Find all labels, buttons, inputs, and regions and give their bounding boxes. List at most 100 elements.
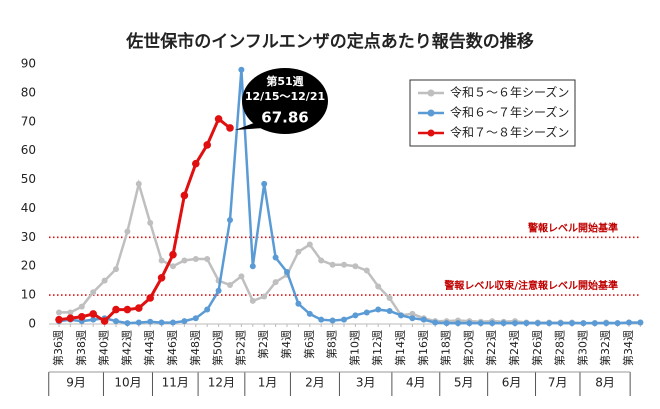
x-tick-label: 第4週 [279, 330, 293, 359]
y-tick-label: 50 [21, 172, 36, 186]
data-point [169, 250, 177, 259]
x-tick-label: 第26週 [530, 330, 544, 366]
data-point [147, 219, 154, 226]
data-point [135, 180, 142, 187]
data-point [203, 141, 211, 149]
data-point [101, 277, 108, 284]
x-tick-label: 第30週 [575, 330, 589, 366]
month-label: 12月 [208, 376, 235, 390]
data-label: 67.86 [261, 109, 308, 127]
y-tick-label: 80 [21, 85, 36, 99]
data-point [181, 257, 188, 264]
x-tick-label: 第14週 [393, 330, 407, 366]
data-point [546, 320, 553, 327]
data-point [192, 315, 199, 322]
data-point [591, 320, 598, 327]
data-point [67, 309, 74, 316]
reference-label: 警報レベル開始基準 [527, 221, 618, 234]
data-point [249, 297, 256, 304]
data-point [398, 312, 404, 319]
data-point [329, 317, 336, 324]
data-point [295, 248, 302, 255]
legend-label: 令和７～８年シーズン [450, 125, 569, 140]
x-tick-label: 第36週 [51, 330, 65, 366]
month-label: 8月 [595, 376, 615, 390]
legend-marker [427, 89, 435, 97]
month-label: 9月 [66, 376, 86, 390]
data-point [341, 261, 347, 268]
x-tick-label: 第28週 [553, 330, 567, 366]
data-point [375, 306, 382, 313]
data-point [147, 318, 154, 325]
data-point [78, 303, 85, 310]
data-point [78, 312, 86, 321]
data-point [124, 320, 131, 327]
data-point [135, 304, 143, 312]
data-point [238, 66, 245, 73]
legend-marker [427, 109, 435, 117]
y-tick-label: 40 [21, 201, 36, 215]
data-point [170, 319, 176, 326]
data-point [580, 320, 587, 327]
data-point [614, 320, 621, 327]
data-point [386, 295, 393, 301]
data-point [146, 294, 154, 302]
series-line [58, 116, 231, 324]
data-point [637, 319, 644, 326]
data-point [386, 308, 393, 314]
x-tick-label: 第44週 [142, 330, 156, 366]
data-point [352, 263, 359, 270]
data-point [180, 191, 189, 200]
x-tick-label: 第8週 [325, 330, 339, 359]
data-point [409, 310, 416, 317]
x-tick-label: 第48週 [188, 330, 202, 366]
data-point [113, 266, 119, 273]
data-point [523, 320, 530, 327]
x-tick-label: 第40週 [97, 330, 111, 366]
x-tick-label: 第2週 [256, 330, 270, 359]
data-point [534, 320, 541, 327]
data-point [443, 320, 450, 327]
data-point [455, 320, 461, 327]
legend-marker [427, 129, 435, 137]
x-tick-label: 第6週 [302, 330, 316, 359]
data-point [569, 320, 575, 327]
data-point [306, 310, 313, 317]
data-point [626, 319, 632, 326]
data-point [272, 279, 279, 286]
data-point [204, 306, 211, 313]
data-point [66, 314, 75, 323]
y-tick-label: 60 [21, 143, 36, 157]
data-point [363, 309, 370, 316]
data-point [204, 256, 211, 262]
data-point [227, 217, 233, 223]
data-point [341, 316, 347, 323]
chart-title: 佐世保市のインフルエンザの定点あたり報告数の推移 [125, 31, 534, 52]
y-tick-label: 30 [21, 230, 36, 244]
y-tick-label: 70 [21, 114, 36, 128]
data-point [512, 320, 518, 327]
data-point [375, 283, 382, 290]
data-point [603, 320, 610, 327]
x-tick-label: 第50週 [211, 330, 225, 366]
x-tick-label: 第24週 [507, 330, 521, 366]
data-point [170, 263, 176, 270]
x-tick-label: 第22週 [484, 330, 498, 366]
x-tick-label: 第46週 [165, 330, 179, 366]
data-point [90, 289, 97, 296]
data-point [123, 305, 132, 314]
data-point [318, 257, 325, 264]
callout-bubble [242, 68, 328, 134]
y-tick-label: 0 [28, 317, 36, 331]
data-point [329, 261, 336, 268]
data-point [318, 316, 325, 323]
month-label: 2月 [305, 376, 325, 390]
reference-label: 警報レベル収束/注意報レベル開始基準 [443, 279, 618, 292]
month-label: 7月 [548, 376, 568, 390]
x-tick-label: 第20週 [461, 330, 475, 366]
data-point [272, 254, 279, 261]
data-point [261, 293, 268, 300]
data-point [113, 318, 119, 325]
legend-label: 令和６～７年シーズン [450, 105, 569, 120]
